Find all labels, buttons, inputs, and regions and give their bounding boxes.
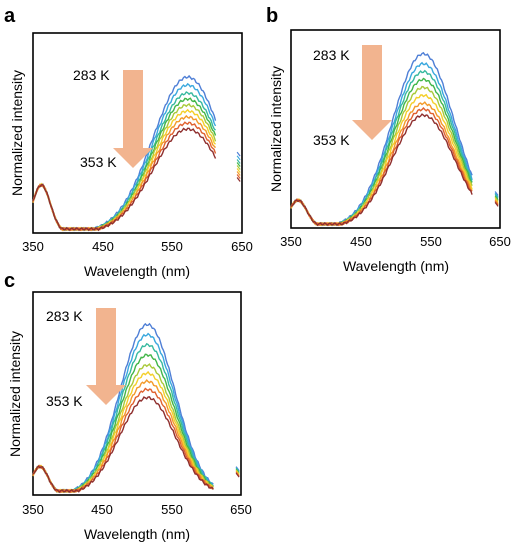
x-tick-450-b: 450: [350, 234, 372, 249]
spectrum-fragment-b-2: [494, 192, 499, 198]
x-axis-label-c: Wavelength (nm): [84, 526, 190, 542]
arrow-shaft-a: [123, 70, 143, 148]
spectrum-series-a-9: [32, 127, 217, 232]
x-tick-350-a: 350: [22, 239, 44, 254]
panel-label-b: b: [266, 5, 278, 27]
series-layer-b: [290, 51, 499, 227]
temperature-arrow-a: [113, 70, 153, 168]
panel-c: c 283 K 353 K 350 450 550 650 Wavelength…: [4, 270, 252, 542]
spectrum-fragment-a-6: [236, 168, 241, 173]
spectrum-fragment-a-3: [236, 159, 241, 164]
arrow-head-c: [86, 385, 126, 405]
arrow-top-label-a: 283 K: [73, 67, 110, 83]
arrow-shaft-b: [362, 45, 382, 120]
arrow-bottom-label-c: 353 K: [46, 393, 83, 409]
spectrum-fragment-a-9: [236, 177, 241, 182]
spectrum-fragment-b-5: [494, 196, 499, 202]
spectrum-fragment-b-8: [494, 200, 499, 206]
spectrum-series-b-9: [290, 113, 473, 227]
spectrum-fragment-c-9: [235, 472, 240, 478]
arrow-bottom-label-a: 353 K: [80, 154, 117, 170]
arrow-top-label-b: 283 K: [313, 47, 350, 63]
spectrum-fragment-a-2: [236, 155, 241, 161]
x-tick-labels-a: 350 450 550 650: [22, 239, 253, 254]
spectrum-fragment-b-6: [494, 198, 499, 203]
plot-frame-b: [290, 29, 501, 229]
x-tick-650-c: 650: [230, 502, 252, 517]
x-tick-350-b: 350: [280, 234, 302, 249]
spectrum-fragment-a-7: [236, 171, 241, 176]
spectrum-fragment-b-1: [494, 191, 499, 196]
x-tick-450-a: 450: [92, 239, 114, 254]
spectrum-fragment-b-7: [494, 199, 499, 205]
x-tick-550-b: 550: [420, 234, 442, 249]
arrow-head-b: [352, 120, 392, 140]
x-tick-labels-c: 350 450 550 650: [22, 502, 252, 517]
panel-label-c: c: [4, 270, 15, 292]
y-axis-label-a: Normalized intensity: [9, 70, 25, 196]
x-tick-350-c: 350: [22, 502, 44, 517]
spectrum-fragment-a-5: [236, 165, 241, 170]
series-layer-c: [32, 322, 240, 494]
panel-label-a: a: [4, 5, 16, 27]
x-tick-650-b: 650: [489, 234, 511, 249]
arrow-bottom-label-b: 353 K: [313, 132, 350, 148]
spectrum-fragment-a-1: [236, 151, 241, 157]
series-layer-a: [32, 74, 241, 232]
y-axis-label-b: Normalized intensity: [268, 66, 284, 192]
y-axis-label-c: Normalized intensity: [7, 331, 23, 457]
spectrum-fragment-a-4: [236, 162, 241, 167]
arrow-top-label-c: 283 K: [46, 308, 83, 324]
arrow-shaft-c: [96, 308, 116, 385]
x-axis-label-a: Wavelength (nm): [84, 263, 190, 279]
panel-a: a 283 K 353 K 350 450 550 650 Wavelength…: [4, 5, 253, 279]
plot-frame-c: [32, 291, 242, 496]
x-axis-label-b: Wavelength (nm): [343, 258, 449, 274]
temperature-arrow-b: [352, 45, 392, 140]
x-tick-550-a: 550: [161, 239, 183, 254]
spectrum-fragment-b-4: [494, 195, 499, 201]
temperature-arrow-c: [86, 308, 126, 405]
x-tick-650-a: 650: [231, 239, 253, 254]
arrow-head-a: [113, 148, 153, 168]
spectrum-fragment-b-9: [494, 202, 499, 207]
plot-frame-a: [32, 32, 243, 234]
spectrum-series-c-9: [32, 396, 214, 494]
spectrum-fragment-b-3: [494, 194, 499, 199]
x-tick-550-c: 550: [161, 502, 183, 517]
spectrum-fragment-a-8: [236, 174, 241, 179]
panel-b: b 283 K 353 K 350 450 550 650 Wavelength…: [266, 5, 511, 274]
x-tick-labels-b: 350 450 550 650: [280, 234, 511, 249]
x-tick-450-c: 450: [91, 502, 113, 517]
